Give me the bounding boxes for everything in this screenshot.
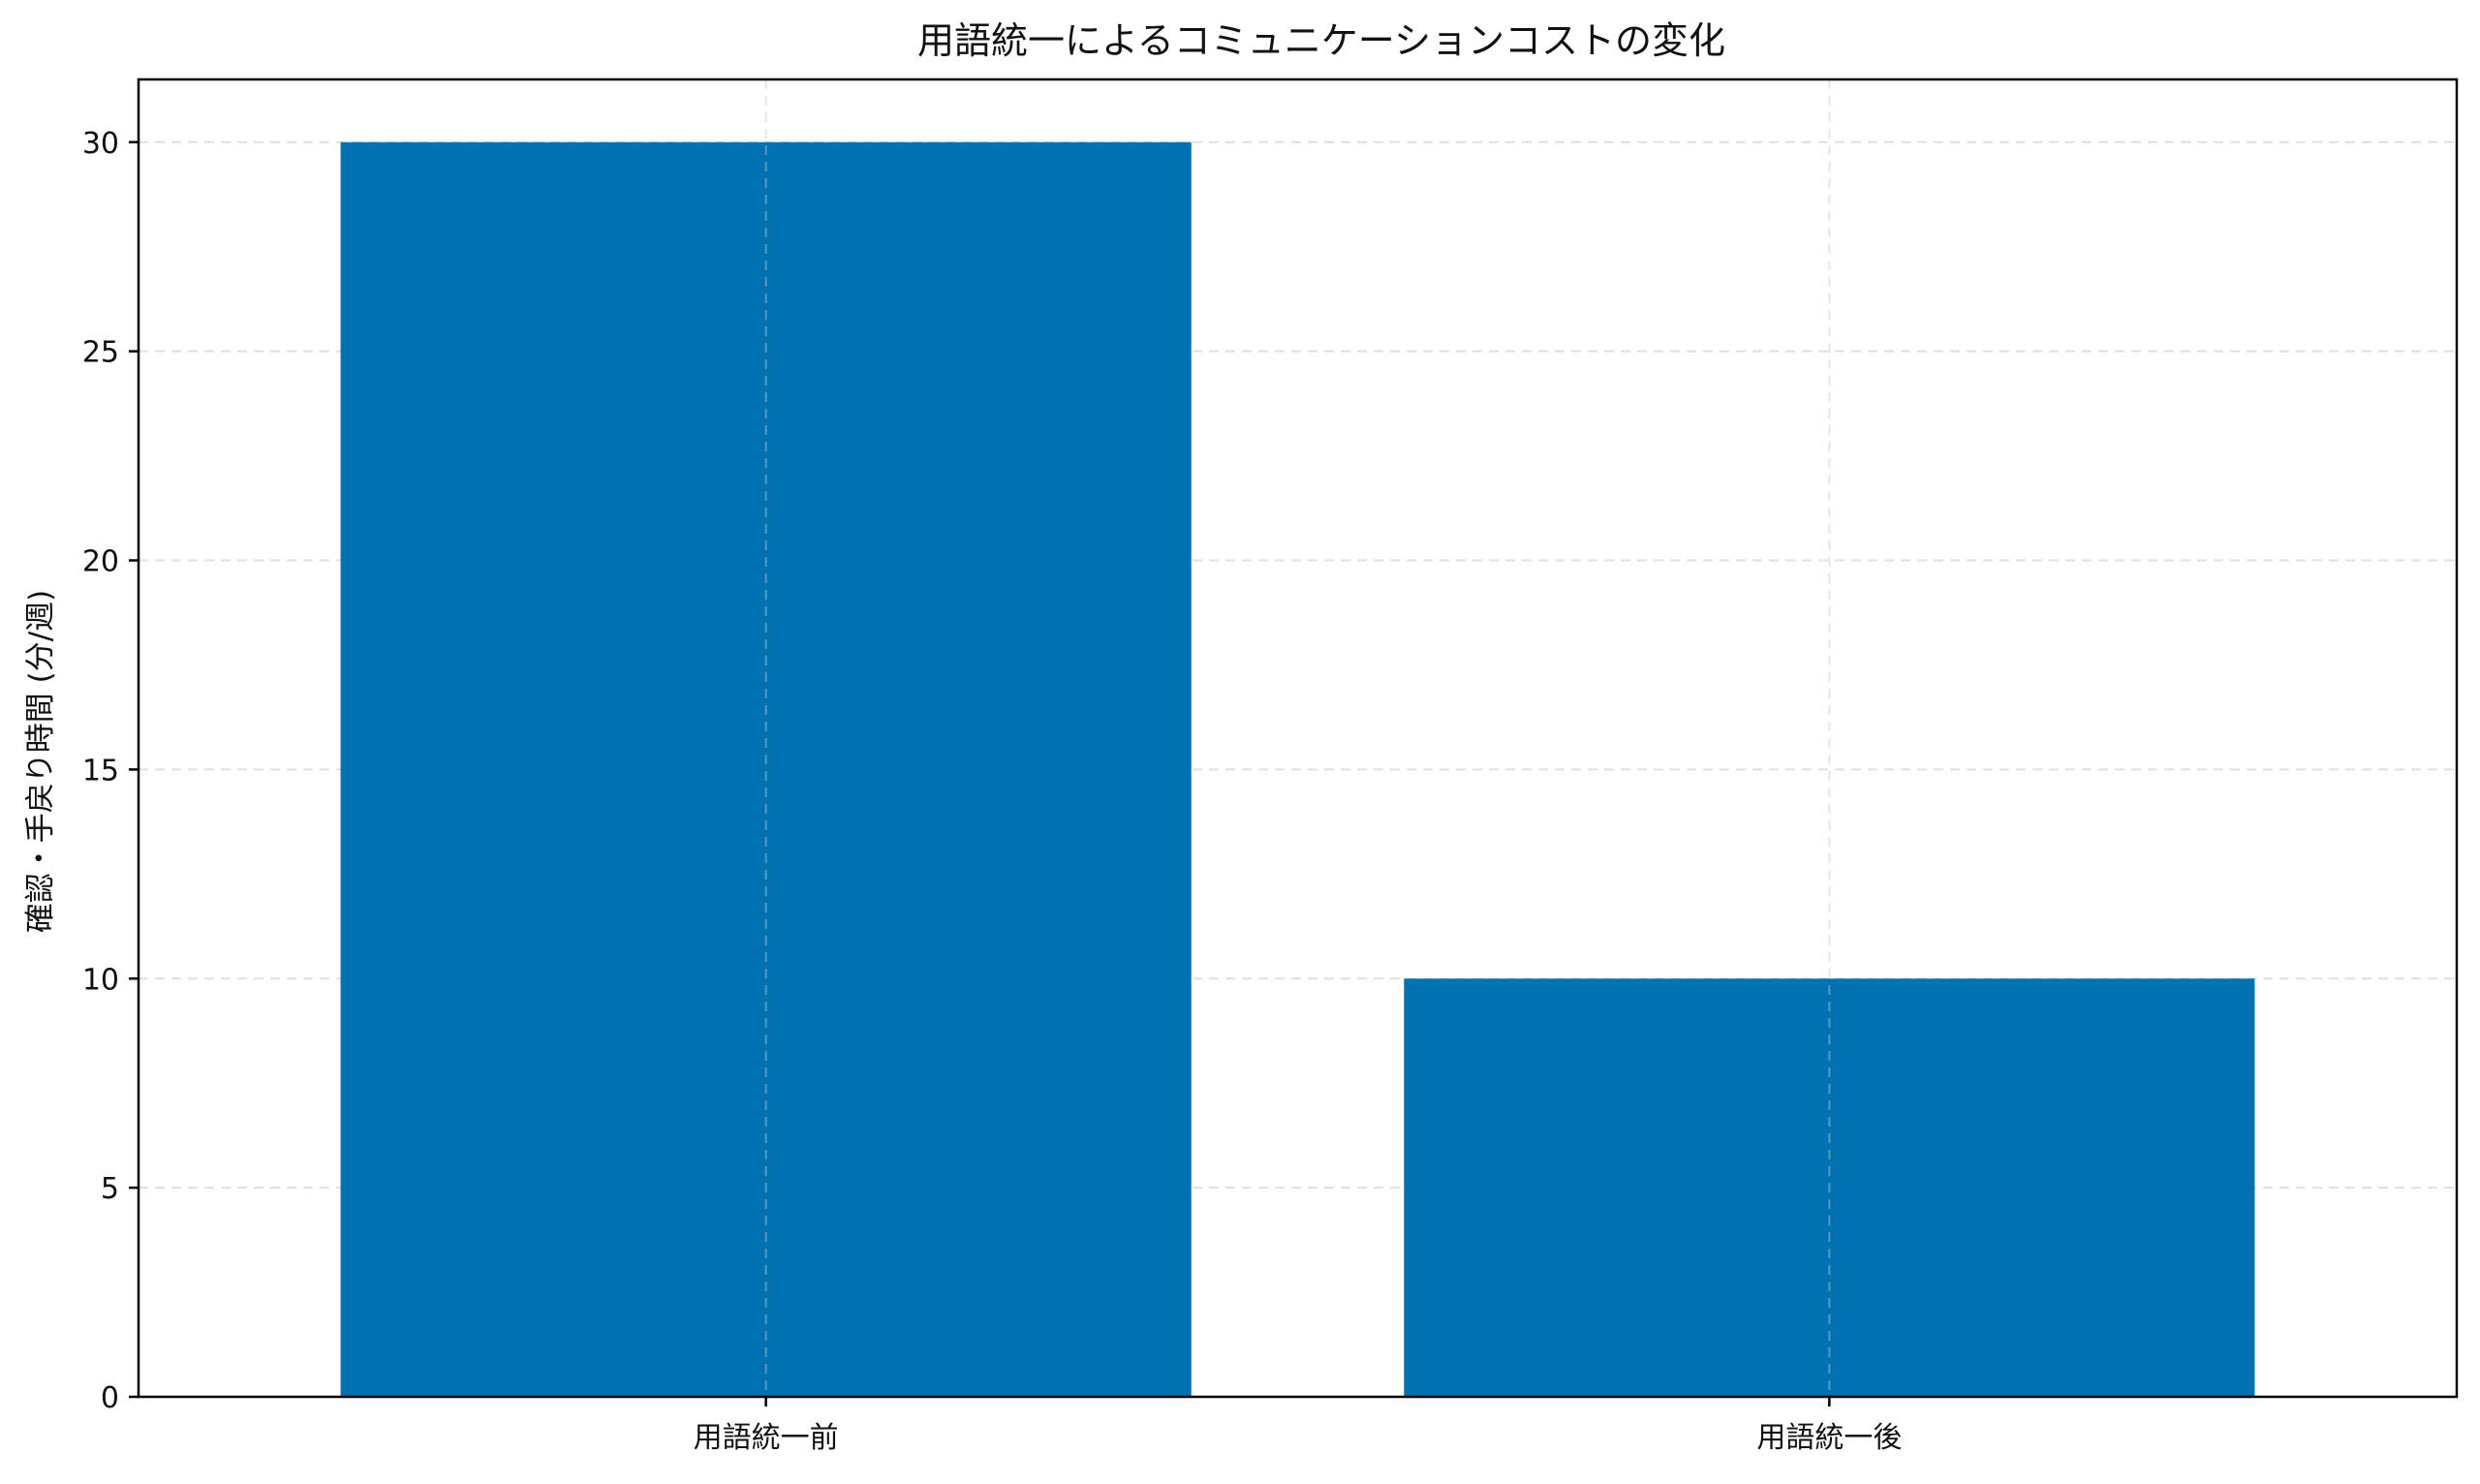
axis-layer: 0 5 10 15 20 25 30 用語統一前 用語統一後 <box>82 77 2459 1455</box>
y-tick-label: 25 <box>82 336 119 370</box>
chart-title: 用語統一によるコミュニケーションコストの変化 <box>917 19 1725 62</box>
bar-layer <box>340 141 2255 1397</box>
y-tick-label: 0 <box>101 1381 119 1415</box>
y-tick-label: 15 <box>82 754 119 788</box>
y-tick-label: 5 <box>101 1172 119 1206</box>
y-axis-label: 確認・手戻り時間 (分/週) <box>23 590 58 934</box>
x-tick-label: 用語統一前 <box>694 1421 839 1455</box>
y-tick-label: 10 <box>82 963 119 997</box>
bar <box>1404 978 2255 1397</box>
y-tick-label: 30 <box>82 127 119 161</box>
x-tick-label: 用語統一後 <box>1756 1421 1902 1455</box>
bar <box>340 141 1192 1397</box>
y-tick-label: 20 <box>82 545 119 579</box>
plot-frame <box>137 77 2459 1399</box>
